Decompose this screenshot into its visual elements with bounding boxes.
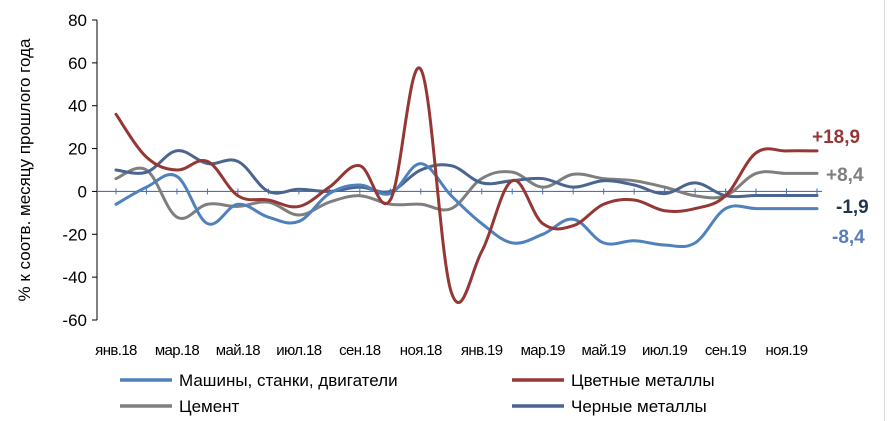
series-line-0 xyxy=(114,162,819,249)
x-tick-label: июл.19 xyxy=(642,342,688,359)
x-tick-label: сен.19 xyxy=(705,342,747,359)
y-tick-label: 0 xyxy=(78,182,87,201)
y-tick-label: 20 xyxy=(68,140,87,159)
y-tick-label: 60 xyxy=(68,54,87,73)
legend-label-1: Цветные металлы xyxy=(571,371,715,390)
y-axis: -60 -40 -20 0 20 40 60 80 xyxy=(62,11,98,330)
x-tick-label: сен.18 xyxy=(339,342,381,359)
legend-label-3: Черные металлы xyxy=(571,397,707,416)
x-tick-label: ноя.19 xyxy=(766,342,808,359)
legend-label-0: Машины, станки, двигатели xyxy=(179,371,398,390)
x-tick-label: мар.19 xyxy=(521,342,566,359)
x-tick-label: июл.18 xyxy=(276,342,322,359)
series-line-1 xyxy=(114,66,819,304)
x-tick-label: янв.19 xyxy=(461,342,503,359)
x-tick-label: мар.18 xyxy=(155,342,200,359)
y-tick-label: -40 xyxy=(62,268,87,287)
x-axis: янв.18 мар.18 май.18 июл.18 сен.18 ноя.18 янв.… xyxy=(95,188,822,359)
x-tick-label: май.19 xyxy=(582,342,627,359)
y-tick-label: -60 xyxy=(62,311,87,330)
y-tick-label: 40 xyxy=(68,97,87,116)
y-tick-label: -20 xyxy=(62,225,87,244)
end-label-1: +18,9 xyxy=(812,127,860,148)
x-tick-label: янв.18 xyxy=(95,342,137,359)
y-axis-label: % к соотв. месяцу прошлого года xyxy=(15,38,34,301)
end-label-0: -8,4 xyxy=(832,227,865,248)
legend: Машины, станки, двигатели Цветные металлы… xyxy=(120,371,715,416)
series-lines xyxy=(114,66,819,304)
legend-label-2: Цемент xyxy=(179,397,240,416)
end-label-3: -1,9 xyxy=(836,197,869,218)
end-label-2: +8,4 xyxy=(826,165,864,186)
x-tick-label: ноя.18 xyxy=(400,342,442,359)
y-tick-label: 80 xyxy=(68,11,87,30)
chart-border xyxy=(884,0,885,421)
x-tick-label: май.18 xyxy=(216,342,261,359)
end-labels: +18,9 +8,4 -1,9 -8,4 xyxy=(812,127,869,248)
series-line-3 xyxy=(114,149,819,199)
